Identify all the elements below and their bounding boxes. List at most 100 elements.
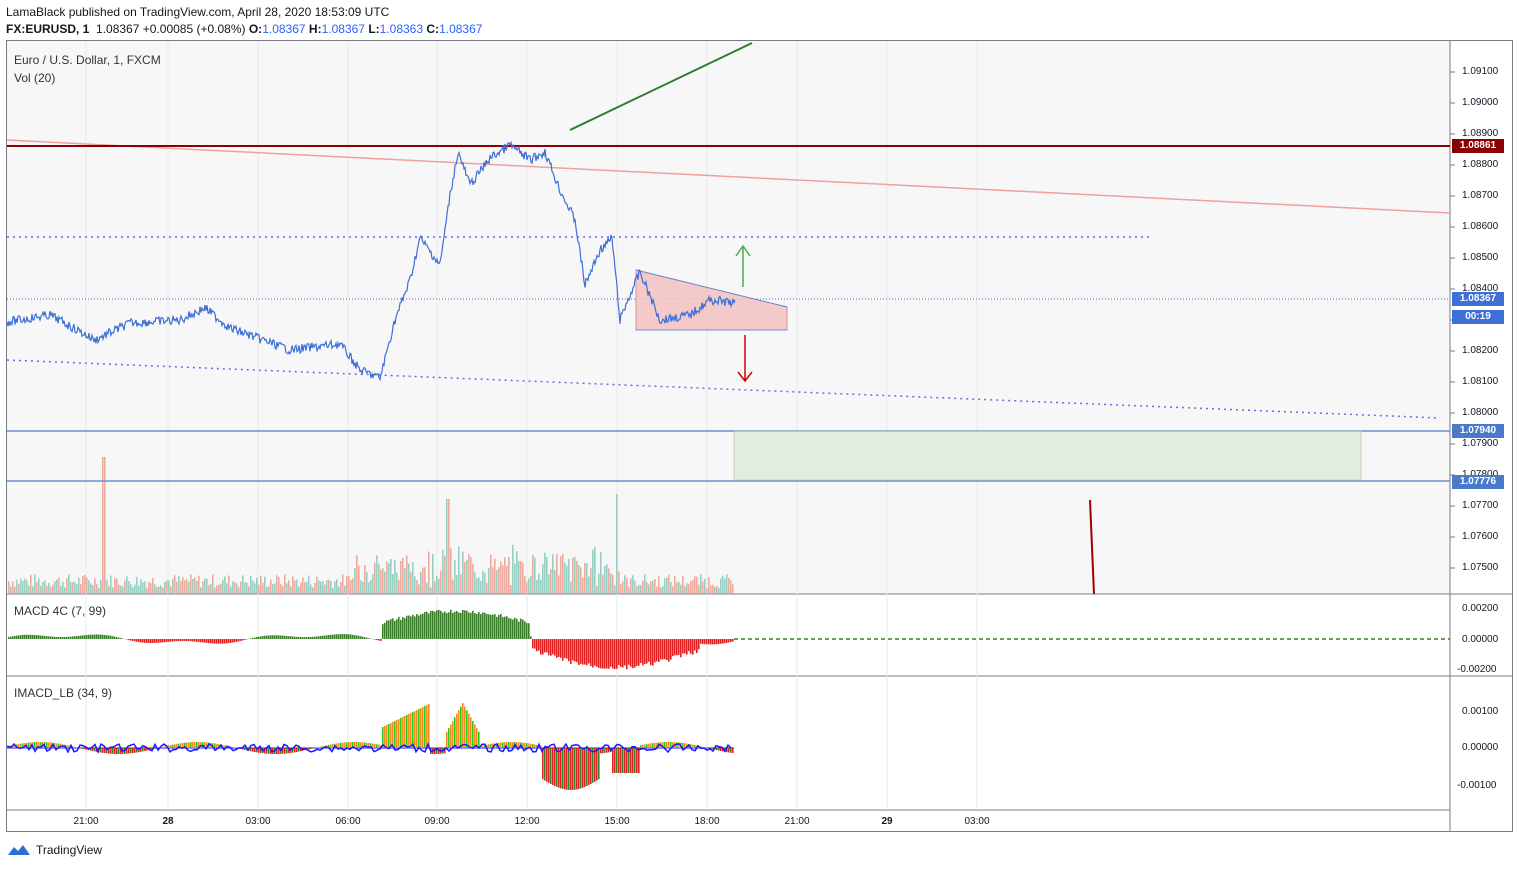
price-tick-label: 1.08200: [1462, 345, 1499, 356]
imacd-histogram-bar: [670, 742, 672, 748]
volume-bar: [312, 587, 314, 594]
volume-bar: [210, 583, 212, 594]
macd-histogram-bar: [506, 616, 508, 639]
volume-bar: [286, 583, 288, 594]
imacd-histogram-bar: [408, 714, 410, 748]
macd-histogram-bar: [700, 639, 702, 644]
macd-histogram-bar: [290, 636, 292, 639]
imacd-histogram-bar: [728, 748, 730, 753]
macd-histogram-bar: [596, 639, 598, 667]
macd-histogram-bar: [524, 621, 526, 639]
macd-histogram-bar: [500, 613, 502, 639]
volume-bar: [294, 580, 296, 594]
imacd-histogram-bar: [722, 748, 724, 752]
volume-bar: [600, 552, 602, 594]
volume-bar: [22, 581, 24, 594]
volume-bar: [302, 577, 304, 594]
volume-bar: [154, 584, 156, 594]
tradingview-logo[interactable]: TradingView: [6, 843, 102, 857]
imacd-histogram-bar: [132, 748, 134, 754]
imacd-histogram-bar: [414, 711, 416, 748]
macd-histogram-bar: [330, 634, 332, 639]
imacd-histogram-bar: [656, 742, 658, 748]
macd-histogram-bar: [250, 638, 252, 639]
imacd-histogram-bar: [196, 742, 198, 748]
imacd-histogram-bar: [410, 713, 412, 748]
imacd-histogram-bar: [672, 742, 674, 748]
macd-histogram-bar: [56, 636, 58, 639]
volume-bar: [716, 585, 718, 594]
imacd-histogram-bar: [300, 748, 302, 752]
macd-histogram-bar: [120, 638, 122, 639]
volume-bar: [652, 580, 654, 594]
imacd-histogram-bar: [544, 748, 546, 781]
imacd-histogram-bar: [66, 745, 68, 748]
volume-bar: [224, 576, 226, 594]
volume-bar: [658, 576, 660, 594]
volume-bar: [476, 578, 478, 594]
volume-bar: [322, 581, 324, 594]
macd-histogram-bar: [354, 635, 356, 639]
imacd-histogram-bar: [116, 748, 118, 754]
volume-bar: [456, 575, 458, 594]
macd-histogram-bar: [92, 634, 94, 639]
macd-histogram-bar: [486, 613, 488, 639]
main-pane-title: Euro / U.S. Dollar, 1, FXCM: [14, 53, 161, 67]
time-tick-label: 03:00: [964, 816, 990, 827]
volume-bar: [362, 581, 364, 594]
volume-bar: [486, 582, 488, 594]
volume-bar: [178, 575, 180, 594]
imacd-histogram-bar: [552, 748, 554, 786]
volume-bar: [128, 581, 130, 594]
volume-bar: [58, 577, 60, 594]
volume-bar: [282, 586, 284, 594]
volume-bar: [240, 581, 242, 594]
imacd-histogram-bar: [694, 745, 696, 748]
imacd-histogram-bar: [574, 748, 576, 790]
imacd-histogram-bar: [150, 748, 152, 750]
macd-histogram-bar: [234, 639, 236, 643]
macd-histogram-bar: [136, 639, 138, 642]
volume-bar: [446, 499, 448, 594]
imacd-histogram-bar: [384, 726, 386, 748]
volume-bar: [642, 580, 644, 594]
volume-bar: [316, 576, 318, 594]
imacd-histogram-bar: [422, 707, 424, 748]
macd-histogram-bar: [386, 620, 388, 639]
macd-histogram-bar: [448, 612, 450, 639]
imacd-histogram-bar: [28, 742, 30, 748]
volume-bar: [494, 558, 496, 594]
macd-histogram-bar: [342, 634, 344, 639]
imacd-histogram-bar: [268, 748, 270, 754]
imacd-histogram-bar: [312, 748, 314, 749]
macd-histogram-bar: [578, 639, 580, 665]
macd-histogram-bar: [556, 639, 558, 658]
macd-histogram-bar: [536, 639, 538, 652]
macd-histogram-bar: [436, 610, 438, 639]
volume-bar: [518, 561, 520, 594]
imacd-histogram-bar: [546, 748, 548, 782]
imacd-histogram-bar: [354, 742, 356, 748]
volume-bar: [624, 575, 626, 594]
macd-histogram-bar: [434, 611, 436, 639]
volume-bar: [292, 576, 294, 594]
volume-bar: [358, 565, 360, 594]
imacd-histogram-bar: [294, 748, 296, 753]
volume-bar: [188, 581, 190, 594]
volume-bar: [298, 586, 300, 594]
volume-bar: [152, 577, 154, 594]
volume-bar: [284, 574, 286, 594]
volume-bar: [552, 554, 554, 594]
imacd-histogram-bar: [428, 704, 430, 748]
imacd-histogram-bar: [154, 748, 156, 749]
macd-histogram-bar: [392, 618, 394, 639]
lower-dotted-channel: [6, 359, 1441, 419]
volume-bar: [540, 579, 542, 594]
macd-histogram-bar: [474, 613, 476, 639]
volume-bar: [272, 584, 274, 594]
macd-histogram-bar: [126, 639, 128, 640]
macd-histogram-bar: [670, 639, 672, 660]
green-trend-line: [569, 42, 753, 131]
macd-histogram-bar: [568, 639, 570, 662]
